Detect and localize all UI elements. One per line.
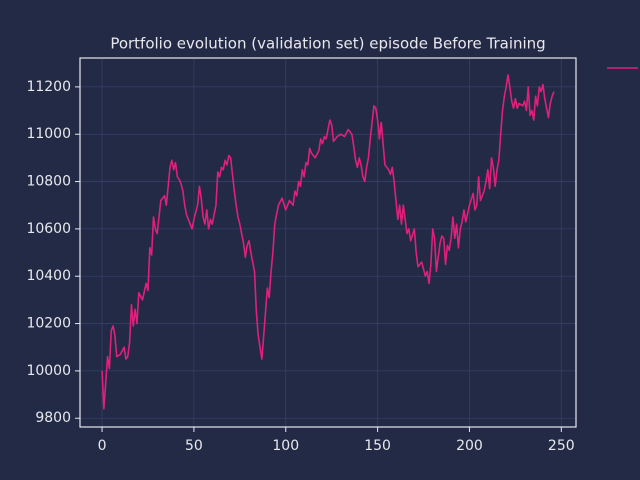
y-tick-label: 11200 (26, 79, 71, 95)
plot-frame (79, 57, 577, 428)
y-tick-label: 10200 (26, 316, 71, 332)
y-tick-label: 9800 (35, 410, 71, 426)
y-tick-label: 10000 (26, 363, 71, 379)
y-tick-label: 11000 (26, 126, 71, 142)
y-tick-label: 10800 (26, 174, 71, 190)
x-tick-label: 250 (548, 438, 575, 454)
chart-title: Portfolio evolution (validation set) epi… (110, 35, 545, 53)
x-tick-label: 0 (98, 438, 107, 454)
y-tick-label: 10600 (26, 221, 71, 237)
x-tick-label: 150 (364, 438, 391, 454)
x-tick-label: 200 (456, 438, 483, 454)
line-series (101, 74, 555, 410)
x-tick-label: 50 (185, 438, 203, 454)
y-tick-label: 10400 (26, 268, 71, 284)
x-tick-label: 100 (272, 438, 299, 454)
